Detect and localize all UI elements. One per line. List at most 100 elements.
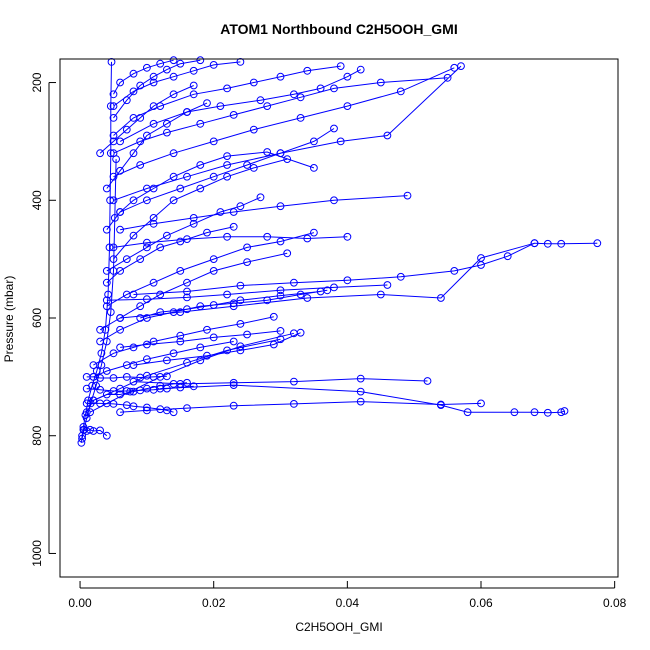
series-29 (102, 148, 318, 234)
x-axis-label: C2H5OOH_GMI (295, 620, 382, 634)
data-point (203, 99, 211, 107)
data-point (149, 373, 158, 381)
data-point (236, 281, 245, 290)
series-26 (96, 249, 292, 334)
data-point (343, 232, 352, 241)
data-point (290, 278, 298, 287)
data-point (183, 293, 191, 302)
data-point (149, 214, 158, 222)
data-point (296, 290, 305, 299)
series-20 (109, 56, 178, 99)
data-point (149, 385, 158, 394)
data-point (593, 239, 602, 248)
data-point (96, 374, 104, 382)
data-point (256, 193, 265, 202)
series-35 (116, 327, 285, 352)
series-3 (89, 335, 285, 405)
series-31 (82, 372, 171, 382)
data-point (383, 281, 392, 289)
data-point (136, 81, 145, 90)
series-line-37 (140, 291, 321, 319)
data-point (143, 238, 151, 247)
data-point (163, 65, 171, 74)
series-line-31 (86, 375, 167, 379)
data-point (116, 208, 124, 216)
data-point (477, 399, 485, 408)
series-16 (109, 62, 345, 140)
data-point (303, 66, 312, 75)
data-point (163, 119, 171, 128)
data-point (96, 337, 104, 346)
series-line-30 (86, 382, 188, 413)
data-point (149, 102, 158, 110)
data-point (129, 87, 138, 96)
series-38 (96, 81, 198, 158)
series-14 (109, 73, 452, 158)
data-point (136, 255, 145, 264)
data-point (149, 119, 158, 128)
data-point (116, 343, 124, 352)
data-point (129, 377, 138, 386)
data-point (116, 384, 124, 393)
data-point (136, 386, 145, 395)
data-point (143, 131, 151, 140)
series-7 (102, 281, 392, 305)
data-point (109, 349, 118, 358)
data-point (290, 400, 298, 408)
series-24 (89, 312, 278, 370)
data-point (116, 325, 124, 334)
data-point (477, 261, 485, 269)
data-point (383, 131, 392, 140)
data-point (169, 380, 178, 388)
data-point (176, 383, 185, 392)
data-point (203, 325, 211, 334)
data-point (236, 346, 245, 355)
data-point (183, 108, 191, 116)
data-point (356, 374, 365, 383)
series-line-32 (86, 385, 194, 392)
series-line-6 (133, 378, 428, 385)
data-point (196, 184, 205, 193)
data-point (330, 196, 338, 205)
data-point (169, 196, 178, 205)
chart-title: ATOM1 Northbound C2H5OOH_GMI (220, 21, 457, 37)
data-point (236, 202, 245, 211)
data-point (223, 346, 232, 355)
data-point (163, 372, 171, 381)
series-33 (82, 399, 178, 417)
data-point (249, 164, 258, 172)
data-point (109, 149, 118, 158)
data-point (129, 196, 138, 205)
data-point (122, 96, 131, 105)
data-point (209, 301, 218, 309)
data-point (176, 237, 185, 246)
data-point (102, 390, 111, 399)
data-point (163, 231, 171, 240)
data-point (96, 385, 104, 394)
data-point (276, 202, 285, 211)
data-point (109, 90, 118, 99)
data-point (276, 72, 285, 81)
data-point (116, 78, 124, 87)
data-point (122, 125, 131, 134)
y-tick-label: 1000 (30, 540, 44, 567)
series-line-1 (81, 159, 117, 439)
data-point (189, 382, 198, 391)
data-point (97, 349, 106, 358)
data-point (82, 399, 91, 408)
data-point (143, 243, 151, 252)
data-point (276, 335, 285, 344)
data-point (96, 399, 104, 408)
x-tick-label: 0.02 (202, 596, 226, 610)
series-line-10 (113, 236, 348, 248)
data-point (149, 78, 158, 87)
data-point (189, 81, 198, 90)
data-point (229, 401, 238, 410)
data-point (109, 387, 118, 395)
data-point (530, 408, 539, 417)
series-39 (102, 99, 211, 193)
series-line-5 (160, 384, 565, 414)
series-line-34 (83, 429, 108, 437)
data-point (276, 286, 285, 295)
